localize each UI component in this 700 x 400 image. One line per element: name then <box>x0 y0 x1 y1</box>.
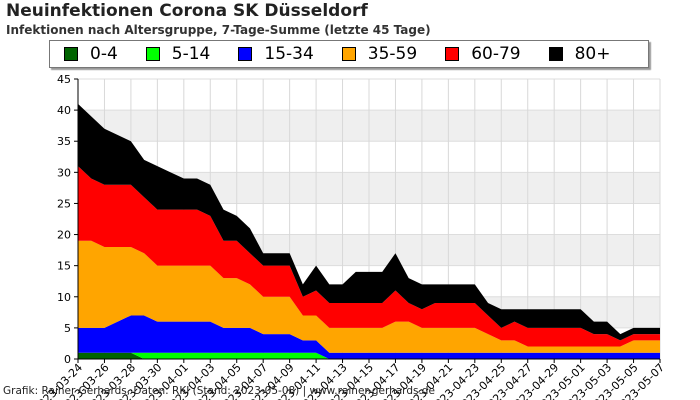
credit-line: Grafik: Rainer Gerhards, Daten: RKI (Sta… <box>3 385 435 397</box>
area-series-0-4 <box>78 352 660 359</box>
y-tick-label: 25 <box>57 197 71 210</box>
legend-item-5-14: 5-14 <box>145 44 211 64</box>
legend-item-60-79: 60-79 <box>445 44 521 64</box>
area-series-15-34 <box>78 315 660 359</box>
y-tick-label: 40 <box>57 104 71 117</box>
legend-label-60-79: 60-79 <box>471 44 521 64</box>
legend-label-35-59: 35-59 <box>367 44 418 64</box>
area-series-35-59 <box>78 240 660 353</box>
legend-swatch-0-4 <box>64 47 78 61</box>
y-tick-label: 10 <box>57 291 71 304</box>
y-tick-label: 20 <box>57 229 71 242</box>
area-series-5-14 <box>78 352 660 359</box>
legend-label-0-4: 0-4 <box>90 44 118 64</box>
y-tick-label: 30 <box>57 166 71 179</box>
legend-label-80-plus: 80+ <box>574 44 611 64</box>
legend-swatch-60-79 <box>445 47 460 61</box>
chart-title: Neuinfektionen Corona SK Düsseldorf <box>6 1 368 21</box>
area-series-60-79 <box>78 166 660 347</box>
y-tick-label: 5 <box>64 322 71 335</box>
legend-swatch-5-14 <box>145 47 160 61</box>
y-tick-label: 35 <box>57 135 71 148</box>
area-series-80-plus <box>78 103 660 341</box>
y-tick-label: 15 <box>57 260 71 273</box>
legend-swatch-15-34 <box>238 47 253 61</box>
legend-swatch-35-59 <box>341 47 356 61</box>
legend-label-15-34: 15-34 <box>264 44 314 64</box>
legend-item-0-4: 0-4 <box>64 44 118 64</box>
y-tick-label: 0 <box>64 353 71 366</box>
legend-label-5-14: 5-14 <box>171 44 211 64</box>
legend-swatch-80-plus <box>548 47 563 61</box>
chart-legend: 0-4 5-14 15-34 35-59 60-79 80+ <box>49 40 649 68</box>
chart-subtitle: Infektionen nach Altersgruppe, 7-Tage-Su… <box>6 23 431 37</box>
y-tick-label: 45 <box>57 73 71 86</box>
legend-item-35-59: 35-59 <box>341 44 418 64</box>
legend-item-15-34: 15-34 <box>238 44 314 64</box>
legend-item-80-plus: 80+ <box>548 44 611 64</box>
